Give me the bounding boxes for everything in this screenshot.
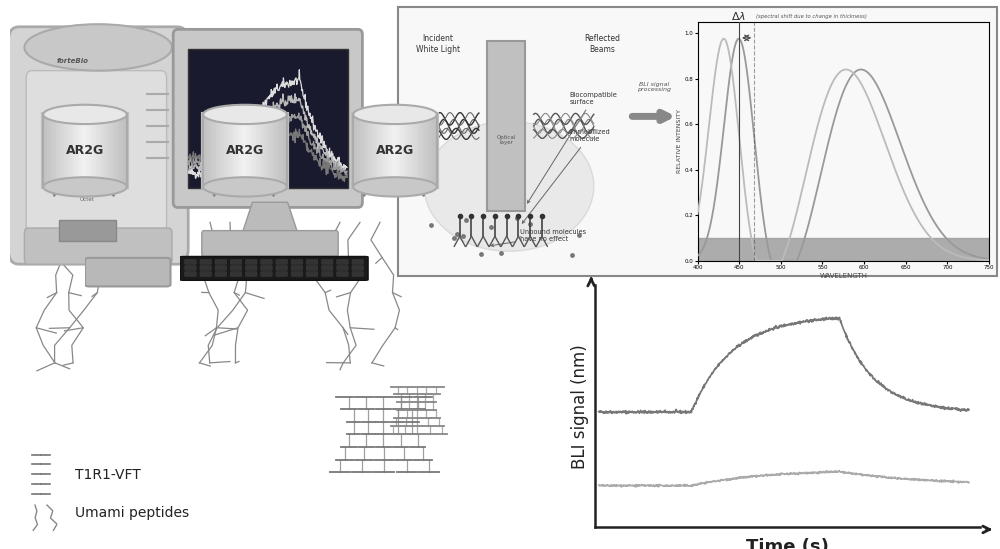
FancyBboxPatch shape [230,260,242,264]
Ellipse shape [43,105,127,124]
Text: AR2G: AR2G [66,144,104,157]
Ellipse shape [203,105,287,124]
Text: Umami peptides: Umami peptides [75,506,189,520]
Text: forteBio: forteBio [57,58,89,64]
FancyBboxPatch shape [337,260,348,264]
FancyBboxPatch shape [261,260,272,264]
FancyBboxPatch shape [230,266,242,270]
Text: (spectral shift due to change in thickness): (spectral shift due to change in thickne… [756,14,867,19]
X-axis label: Time (s): Time (s) [746,538,829,549]
FancyBboxPatch shape [322,272,333,276]
FancyBboxPatch shape [306,266,318,270]
Polygon shape [241,202,299,236]
Bar [698,238,989,261]
FancyBboxPatch shape [322,260,333,264]
FancyBboxPatch shape [398,7,997,276]
Ellipse shape [24,24,172,71]
FancyBboxPatch shape [200,266,211,270]
Text: ForteBio
Octet: ForteBio Octet [76,192,99,203]
FancyBboxPatch shape [180,256,368,281]
Ellipse shape [43,177,127,197]
FancyBboxPatch shape [306,260,318,264]
Text: Unbound molecules
have no effect: Unbound molecules have no effect [491,229,586,247]
FancyBboxPatch shape [200,272,211,276]
Text: AR2G: AR2G [376,144,414,157]
FancyBboxPatch shape [26,71,167,236]
FancyBboxPatch shape [85,258,170,287]
Text: Immobilized
molecule: Immobilized molecule [522,130,610,223]
FancyBboxPatch shape [276,260,287,264]
Text: BLI signal
processing: BLI signal processing [637,82,671,92]
FancyBboxPatch shape [185,260,196,264]
Y-axis label: RELATIVE INTENSITY: RELATIVE INTENSITY [677,109,682,173]
FancyBboxPatch shape [322,266,333,270]
FancyBboxPatch shape [59,220,116,241]
FancyBboxPatch shape [352,272,363,276]
FancyBboxPatch shape [306,272,318,276]
Text: T1R1-VFT: T1R1-VFT [75,468,141,482]
Text: Biocompatible
surface: Biocompatible surface [527,92,617,203]
Ellipse shape [203,177,287,197]
Text: Optical
layer: Optical layer [497,135,516,145]
FancyBboxPatch shape [185,272,196,276]
FancyBboxPatch shape [215,272,227,276]
FancyBboxPatch shape [230,272,242,276]
FancyBboxPatch shape [291,272,303,276]
FancyBboxPatch shape [352,266,363,270]
FancyBboxPatch shape [246,266,257,270]
FancyBboxPatch shape [188,49,348,188]
Y-axis label: BLI signal (nm): BLI signal (nm) [571,344,589,469]
FancyBboxPatch shape [337,266,348,270]
FancyBboxPatch shape [200,260,211,264]
FancyBboxPatch shape [215,266,227,270]
FancyBboxPatch shape [276,272,287,276]
FancyBboxPatch shape [337,272,348,276]
FancyBboxPatch shape [291,266,303,270]
FancyBboxPatch shape [246,272,257,276]
FancyBboxPatch shape [246,260,257,264]
FancyBboxPatch shape [8,27,188,264]
Text: $\Delta\lambda$: $\Delta\lambda$ [731,10,746,22]
FancyBboxPatch shape [185,266,196,270]
FancyBboxPatch shape [291,260,303,264]
Text: AR2G: AR2G [226,144,264,157]
Ellipse shape [353,177,437,197]
Text: Reflected
Beams: Reflected Beams [584,34,620,54]
Ellipse shape [424,121,594,251]
FancyBboxPatch shape [261,266,272,270]
FancyBboxPatch shape [24,228,172,264]
FancyBboxPatch shape [261,272,272,276]
Ellipse shape [353,105,437,124]
FancyBboxPatch shape [276,266,287,270]
FancyBboxPatch shape [173,29,362,208]
FancyBboxPatch shape [352,260,363,264]
Text: Incident
White Light: Incident White Light [416,34,460,54]
FancyBboxPatch shape [215,260,227,264]
FancyBboxPatch shape [487,42,525,211]
X-axis label: WAVELENGTH: WAVELENGTH [819,273,867,279]
FancyBboxPatch shape [202,231,338,256]
